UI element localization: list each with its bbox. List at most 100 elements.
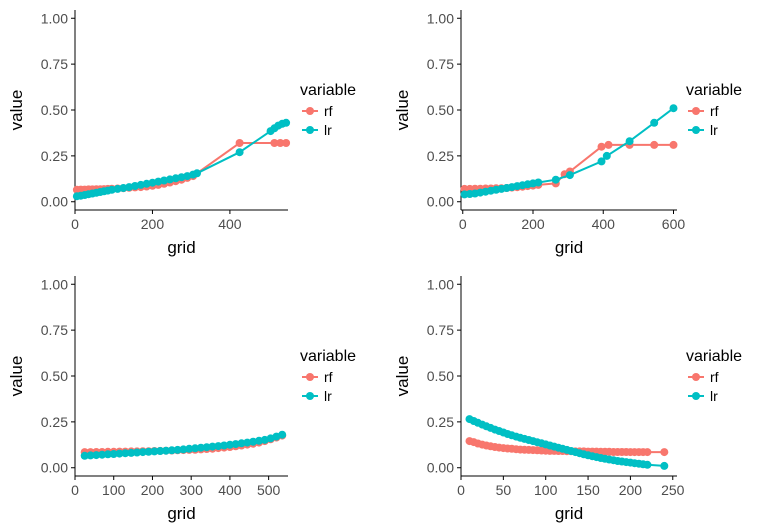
data-point-lr bbox=[138, 448, 147, 457]
legend-title: variable bbox=[686, 348, 742, 365]
x-tick-label: 150 bbox=[576, 482, 600, 498]
x-tick-label: 250 bbox=[661, 482, 685, 498]
y-tick-label: 0.50 bbox=[41, 368, 68, 384]
panel-1: 0.00 0.25 0.50 0.75 1.00 0 200 400 grid value vari… bbox=[7, 10, 356, 257]
data-point-rf bbox=[650, 140, 659, 149]
data-point-lr bbox=[162, 446, 170, 455]
legend-label-rf: rf bbox=[710, 369, 719, 385]
legend-label-lr: lr bbox=[324, 388, 332, 404]
data-point-lr bbox=[235, 148, 244, 157]
data-point-lr bbox=[156, 447, 165, 455]
x-tick-label: 0 bbox=[71, 216, 79, 232]
y-tick-label: 0.75 bbox=[427, 56, 454, 72]
y-tick-label: 0.00 bbox=[427, 194, 454, 210]
x-axis-label: grid bbox=[167, 504, 195, 523]
data-point-lr bbox=[237, 439, 246, 448]
data-point-lr bbox=[92, 451, 101, 460]
y-tick-label: 1.00 bbox=[41, 276, 68, 292]
legend-key-point-rf bbox=[306, 373, 314, 381]
data-point-rf bbox=[604, 140, 613, 149]
data-point-lr bbox=[144, 447, 153, 456]
x-tick-label: 200 bbox=[141, 482, 165, 498]
data-point-lr bbox=[133, 448, 141, 457]
y-tick-label: 0.25 bbox=[427, 414, 454, 430]
data-point-lr bbox=[103, 450, 112, 459]
x-tick-label: 100 bbox=[102, 482, 126, 498]
data-point-lr bbox=[551, 175, 560, 184]
panel-3: 0.00 0.25 0.50 0.75 1.00 0 100 200 300 400 500 grid… bbox=[7, 276, 356, 523]
y-tick-label: 0.50 bbox=[427, 102, 454, 118]
y-tick-label: 0.25 bbox=[427, 148, 454, 164]
data-point-rf bbox=[660, 448, 669, 457]
legend-title: variable bbox=[300, 82, 356, 99]
legend-label-lr: lr bbox=[710, 122, 718, 138]
x-axis-label: grid bbox=[555, 238, 583, 257]
y-tick-label: 0.75 bbox=[427, 322, 454, 338]
data-point-lr bbox=[565, 171, 574, 180]
x-tick-label: 300 bbox=[180, 482, 204, 498]
data-point-lr bbox=[191, 444, 200, 453]
data-point-lr bbox=[220, 441, 229, 450]
data-point-rf bbox=[643, 448, 652, 457]
data-point-rf bbox=[597, 142, 606, 151]
legend-label-lr: lr bbox=[710, 388, 718, 404]
legend-label-rf: rf bbox=[324, 103, 333, 119]
panel-2: 0.00 0.25 0.50 0.75 1.00 0 200 400 600 grid value v… bbox=[393, 10, 742, 257]
data-point-rf bbox=[282, 139, 291, 147]
x-axis-label: grid bbox=[555, 504, 583, 523]
x-tick-label: 200 bbox=[141, 216, 165, 232]
y-tick-label: 1.00 bbox=[427, 10, 454, 26]
y-axis-label: value bbox=[7, 356, 26, 397]
x-tick-label: 0 bbox=[457, 482, 465, 498]
legend-key-point-lr bbox=[306, 392, 314, 400]
data-point-rf bbox=[235, 139, 244, 147]
x-tick-label: 0 bbox=[71, 482, 79, 498]
legend: variable rf lr bbox=[300, 348, 356, 404]
data-point-rf bbox=[669, 140, 678, 149]
x-tick-label: 50 bbox=[496, 482, 512, 498]
x-tick-label: 400 bbox=[218, 482, 242, 498]
y-axis-label: value bbox=[393, 90, 412, 131]
data-point-lr bbox=[185, 444, 194, 453]
data-point-lr bbox=[98, 450, 107, 459]
x-tick-label: 200 bbox=[619, 482, 643, 498]
series-line-lr bbox=[469, 418, 665, 467]
data-point-lr bbox=[660, 461, 669, 470]
legend-title: variable bbox=[300, 348, 356, 365]
data-point-lr bbox=[115, 449, 124, 458]
data-point-lr bbox=[625, 137, 634, 146]
y-tick-label: 0.50 bbox=[41, 102, 68, 118]
x-tick-label: 200 bbox=[521, 216, 545, 232]
data-point-lr bbox=[534, 178, 543, 187]
data-point-lr bbox=[202, 443, 211, 452]
legend-label-lr: lr bbox=[324, 122, 332, 138]
x-tick-label: 0 bbox=[459, 216, 467, 232]
data-point-lr bbox=[193, 169, 201, 178]
data-point-lr bbox=[121, 449, 130, 458]
y-tick-label: 0.75 bbox=[41, 56, 68, 72]
x-tick-label: 400 bbox=[592, 216, 616, 232]
x-axis-label: grid bbox=[167, 238, 195, 257]
legend-label-rf: rf bbox=[324, 369, 333, 385]
y-tick-label: 0.25 bbox=[41, 148, 68, 164]
x-tick-label: 100 bbox=[534, 482, 558, 498]
legend-key-point-rf bbox=[306, 107, 314, 115]
legend-key-point-rf bbox=[692, 373, 700, 381]
data-point-lr bbox=[282, 118, 291, 127]
x-tick-label: 600 bbox=[662, 216, 686, 232]
data-point-lr bbox=[127, 448, 136, 457]
data-point-lr bbox=[80, 451, 89, 460]
legend-key-point-lr bbox=[306, 126, 314, 134]
legend-label-rf: rf bbox=[710, 103, 719, 119]
data-point-lr bbox=[150, 447, 159, 456]
data-point-lr bbox=[179, 445, 188, 454]
legend-key-point-rf bbox=[692, 107, 700, 115]
y-tick-label: 0.25 bbox=[41, 414, 68, 430]
y-tick-label: 0.50 bbox=[427, 368, 454, 384]
data-point-lr bbox=[142, 179, 151, 188]
series-line-lr bbox=[464, 107, 675, 196]
data-point-lr bbox=[173, 445, 182, 454]
data-point-lr bbox=[643, 460, 652, 469]
data-point-lr bbox=[225, 440, 234, 449]
